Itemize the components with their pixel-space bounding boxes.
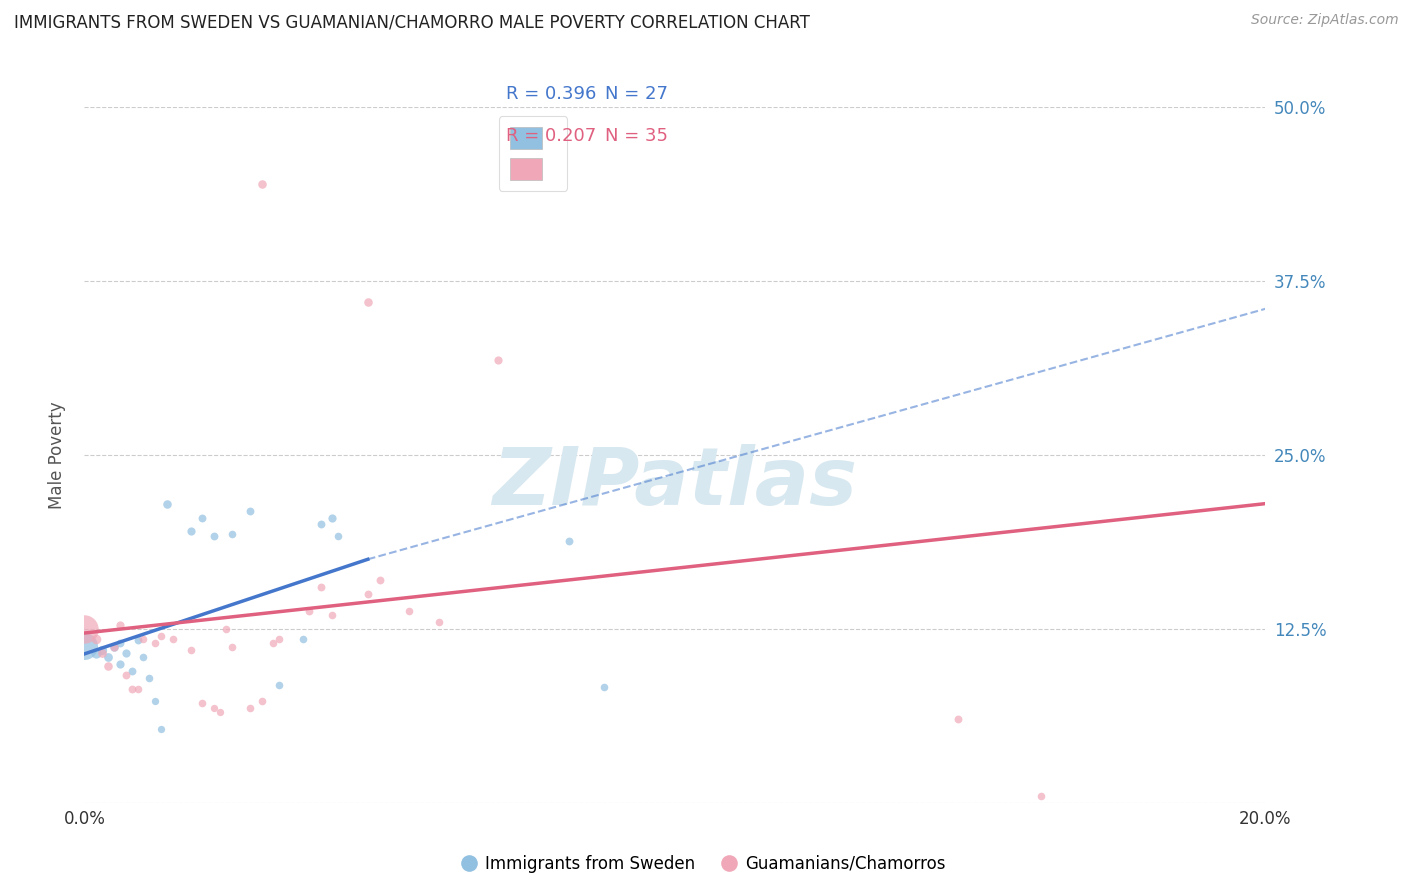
Point [121, 681, 143, 696]
Point [321, 510, 343, 524]
Text: N = 35: N = 35 [605, 128, 668, 145]
Point [162, 632, 184, 646]
Point [209, 706, 232, 720]
Point [108, 657, 131, 671]
Point [143, 636, 166, 650]
Point [114, 646, 136, 660]
Point [150, 722, 173, 736]
Point [132, 649, 155, 664]
Point [108, 617, 131, 632]
Text: R = 0.396: R = 0.396 [506, 85, 596, 103]
Point [103, 640, 125, 654]
Point [398, 604, 420, 618]
Point [127, 632, 149, 647]
Point [321, 607, 343, 622]
Point [298, 604, 321, 618]
Point [73, 622, 96, 636]
Point [221, 527, 243, 541]
Point [250, 177, 273, 191]
Point [150, 629, 173, 643]
Point [262, 636, 284, 650]
Point [84, 632, 107, 646]
Point [427, 615, 450, 629]
Y-axis label: Male Poverty: Male Poverty [48, 401, 66, 508]
Point [593, 681, 616, 695]
Text: ZIPatlas: ZIPatlas [492, 443, 858, 522]
Point [156, 497, 179, 511]
Point [91, 646, 114, 660]
Point [239, 503, 262, 517]
Point [191, 696, 214, 710]
Point [357, 294, 380, 309]
Point [108, 636, 131, 650]
Point [121, 664, 143, 678]
Point [202, 701, 225, 715]
Point [239, 701, 262, 715]
Point [73, 639, 96, 653]
Point [486, 353, 509, 368]
Legend: , : , [499, 116, 568, 191]
Text: Source: ZipAtlas.com: Source: ZipAtlas.com [1251, 13, 1399, 28]
Point [215, 622, 238, 636]
Point [368, 573, 391, 587]
Point [132, 632, 155, 646]
Point [127, 681, 149, 696]
Point [291, 632, 314, 646]
Point [97, 649, 120, 664]
Point [309, 580, 332, 594]
Point [269, 677, 291, 691]
Point [328, 528, 350, 542]
Point [1029, 789, 1052, 803]
Text: IMMIGRANTS FROM SWEDEN VS GUAMANIAN/CHAMORRO MALE POVERTY CORRELATION CHART: IMMIGRANTS FROM SWEDEN VS GUAMANIAN/CHAM… [14, 13, 810, 31]
Point [202, 528, 225, 542]
Text: N = 27: N = 27 [605, 85, 668, 103]
Legend: Immigrants from Sweden, Guamanians/Chamorros: Immigrants from Sweden, Guamanians/Chamo… [454, 848, 952, 880]
Text: R = 0.207: R = 0.207 [506, 128, 596, 145]
Point [250, 694, 273, 708]
Point [557, 534, 579, 549]
Point [114, 667, 136, 681]
Point [221, 640, 243, 654]
Point [180, 524, 202, 539]
Point [103, 640, 125, 654]
Point [84, 646, 107, 660]
Point [180, 642, 202, 657]
Point [309, 517, 332, 532]
Point [269, 632, 291, 646]
Point [191, 510, 214, 524]
Point [357, 587, 380, 601]
Point [948, 712, 970, 726]
Point [91, 642, 114, 657]
Point [138, 671, 160, 685]
Point [143, 694, 166, 708]
Point [97, 659, 120, 673]
